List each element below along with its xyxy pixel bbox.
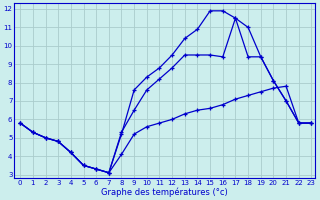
X-axis label: Graphe des températures (°c): Graphe des températures (°c) bbox=[101, 187, 228, 197]
